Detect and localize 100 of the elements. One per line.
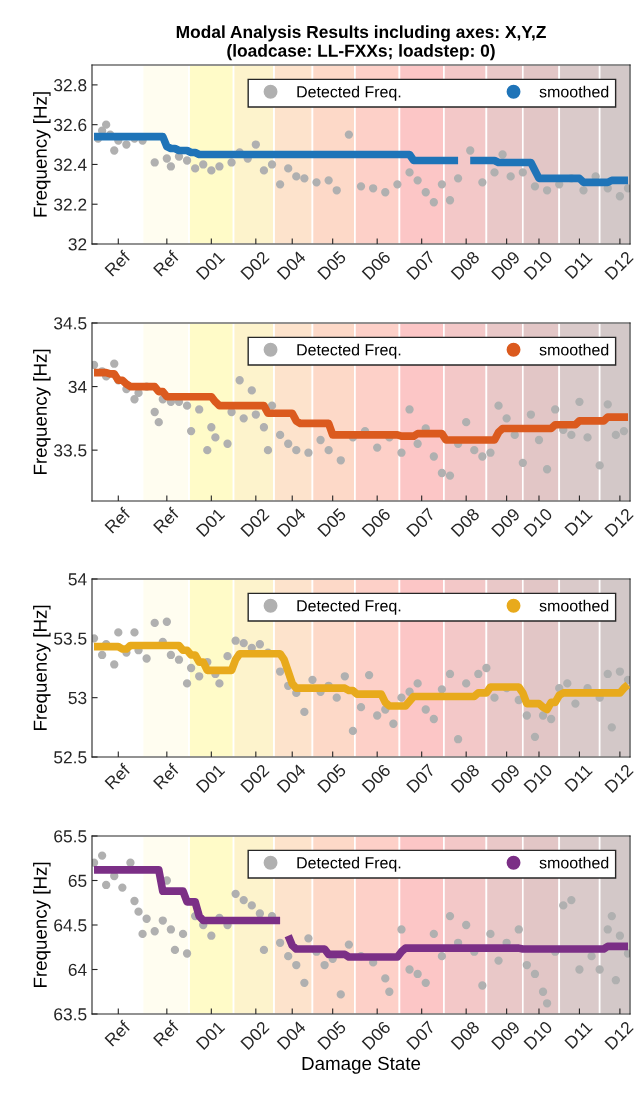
y-tick-label: 64.5 — [54, 919, 87, 932]
x-tick-label: D02 — [240, 250, 270, 281]
x-tick-label: D05 — [317, 507, 347, 538]
x-tick-label: Ref — [104, 762, 132, 790]
point — [530, 182, 540, 191]
point — [381, 188, 390, 197]
x-tick-label: D11 — [564, 763, 593, 793]
point — [284, 164, 293, 173]
x-tick-label: D12 — [604, 250, 634, 280]
y-tick-label: 53 — [68, 691, 87, 705]
x-tick-label: Ref — [152, 762, 180, 790]
point — [413, 176, 422, 185]
point — [150, 158, 159, 167]
point — [267, 160, 277, 169]
point — [122, 140, 131, 149]
point — [215, 162, 224, 171]
point — [506, 172, 515, 181]
y-tick-label: 33.5 — [54, 444, 87, 457]
point — [490, 168, 499, 177]
x-tick-label: D06 — [361, 250, 392, 281]
point — [312, 178, 321, 187]
x-tick-label: Ref — [104, 1019, 132, 1047]
x-tick-label: D09 — [490, 763, 521, 794]
x-tick-label: D04 — [276, 250, 307, 281]
x-tick-label: Ref — [152, 249, 180, 277]
point — [393, 180, 402, 189]
point — [405, 168, 414, 177]
y-axis-title: Frequency [Hz] — [33, 92, 51, 217]
x-tick-label: D10 — [523, 507, 554, 538]
point — [227, 158, 236, 167]
point — [275, 180, 285, 189]
x-tick-label: D10 — [523, 763, 554, 794]
x-tick-label: Ref — [104, 249, 132, 277]
x-tick-label: D12 — [604, 1020, 634, 1050]
y-tick-label: 32.2 — [54, 198, 87, 211]
x-tick-label: D06 — [361, 507, 392, 538]
x-tick-label: D06 — [361, 763, 392, 794]
point — [356, 182, 366, 191]
point — [445, 196, 455, 205]
x-tick-label: D08 — [450, 250, 481, 281]
point — [251, 140, 260, 149]
point — [332, 186, 341, 195]
x-tick-label: D05 — [317, 763, 347, 794]
x-tick-label: D02 — [240, 763, 270, 794]
x-tick-label: D11 — [564, 1020, 593, 1050]
y-tick-label: 32.4 — [54, 158, 87, 171]
x-tick-label: D08 — [450, 1020, 481, 1051]
point — [344, 130, 354, 139]
point — [368, 184, 378, 193]
point — [110, 146, 119, 155]
point — [162, 154, 171, 163]
legend-label: Detected Freq. — [297, 85, 401, 101]
legend-label: Detected Freq. — [297, 343, 401, 359]
y-tick-label: 32.8 — [54, 79, 87, 92]
y-tick-label: 52.5 — [54, 751, 87, 764]
point — [453, 174, 463, 183]
point — [542, 186, 552, 195]
x-tick-label: D10 — [523, 250, 554, 281]
x-tick-label: D04 — [276, 763, 307, 794]
y-tick-label: 53.5 — [54, 632, 87, 645]
legend-label: smoothed — [539, 856, 609, 869]
x-tick-label: Ref — [152, 1019, 180, 1047]
x-tick-label: D12 — [604, 763, 634, 793]
point — [579, 186, 588, 195]
x-tick-label: D10 — [523, 1020, 554, 1051]
x-tick-label: D07 — [406, 250, 436, 281]
point — [498, 150, 507, 159]
point — [437, 180, 447, 189]
point — [478, 178, 487, 187]
x-tick-label: D07 — [406, 507, 436, 538]
y-axis-title: Frequency [Hz] — [33, 349, 51, 475]
x-tick-label: D11 — [564, 507, 593, 537]
point — [259, 166, 269, 175]
point — [190, 164, 200, 173]
x-tick-label: D12 — [604, 507, 634, 537]
point — [324, 176, 333, 185]
x-tick-label: D05 — [317, 1020, 347, 1051]
y-tick-label: 32.6 — [54, 118, 87, 132]
x-tick-label: D07 — [406, 1020, 436, 1051]
x-tick-label: D02 — [240, 1020, 270, 1051]
x-tick-label: D09 — [490, 507, 521, 538]
y-tick-label: 65.5 — [54, 830, 87, 843]
y-tick-label: 32 — [68, 238, 87, 251]
x-tick-label: Ref — [104, 506, 132, 534]
x-tick-label: D02 — [240, 507, 270, 538]
point — [166, 162, 176, 171]
point — [101, 120, 111, 129]
legend-label: smoothed — [539, 599, 609, 612]
x-axis-title: Damage State — [302, 1056, 421, 1074]
y-axis-title: Frequency [Hz] — [33, 862, 51, 988]
x-tick-label: D09 — [490, 250, 521, 281]
x-tick-label: D06 — [361, 1020, 392, 1051]
point — [292, 172, 301, 181]
x-tick-label: D01 — [195, 1020, 226, 1051]
y-tick-label: 34.5 — [54, 317, 87, 330]
x-tick-label: D08 — [450, 763, 481, 794]
x-tick-label: D04 — [276, 1020, 307, 1051]
y-tick-label: 34 — [68, 380, 87, 394]
x-tick-label: D04 — [276, 507, 307, 538]
point — [466, 146, 475, 155]
